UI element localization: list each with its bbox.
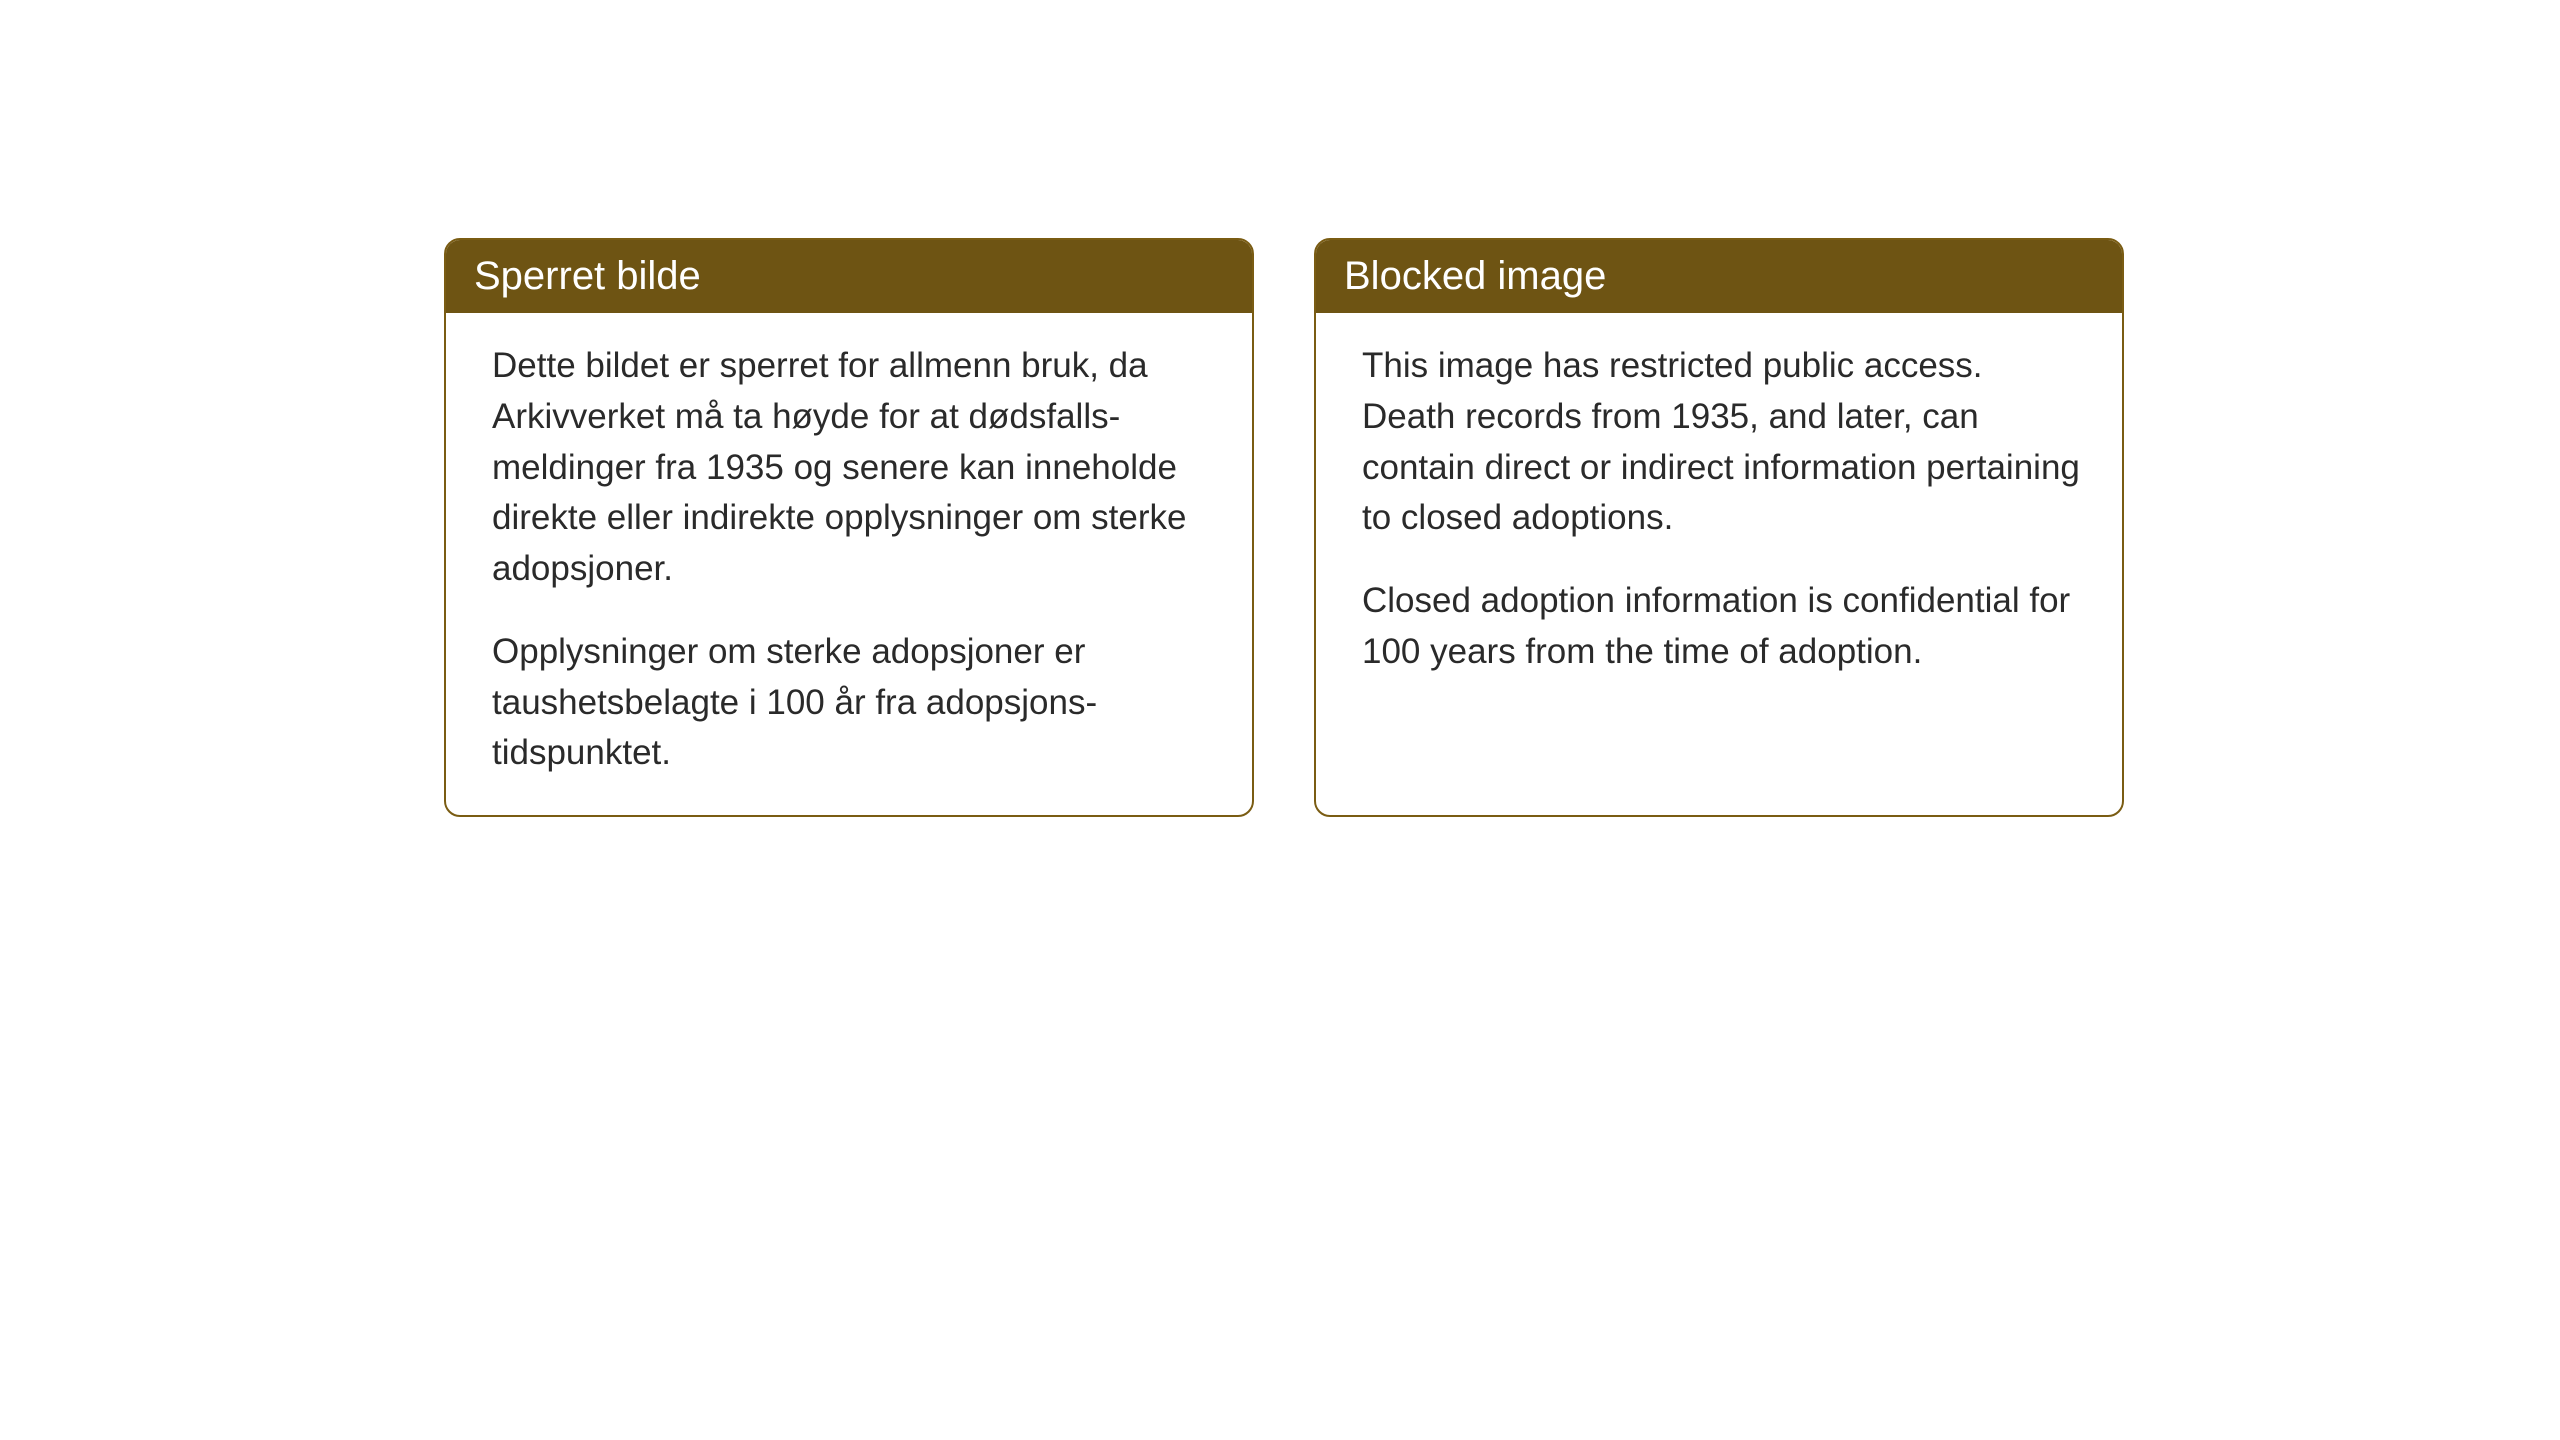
card-body-norwegian: Dette bildet er sperret for allmenn bruk… — [446, 313, 1252, 815]
notice-card-english: Blocked image This image has restricted … — [1314, 238, 2124, 817]
card-title: Sperret bilde — [474, 254, 701, 298]
card-header-norwegian: Sperret bilde — [446, 240, 1252, 313]
card-body-english: This image has restricted public access.… — [1316, 313, 2122, 714]
card-title: Blocked image — [1344, 254, 1606, 298]
card-paragraph: Dette bildet er sperret for allmenn bruk… — [492, 341, 1212, 595]
card-paragraph: This image has restricted public access.… — [1362, 341, 2082, 544]
card-paragraph: Opplysninger om sterke adopsjoner er tau… — [492, 627, 1212, 779]
card-paragraph: Closed adoption information is confident… — [1362, 576, 2082, 678]
notice-container: Sperret bilde Dette bildet er sperret fo… — [444, 238, 2124, 817]
card-header-english: Blocked image — [1316, 240, 2122, 313]
notice-card-norwegian: Sperret bilde Dette bildet er sperret fo… — [444, 238, 1254, 817]
